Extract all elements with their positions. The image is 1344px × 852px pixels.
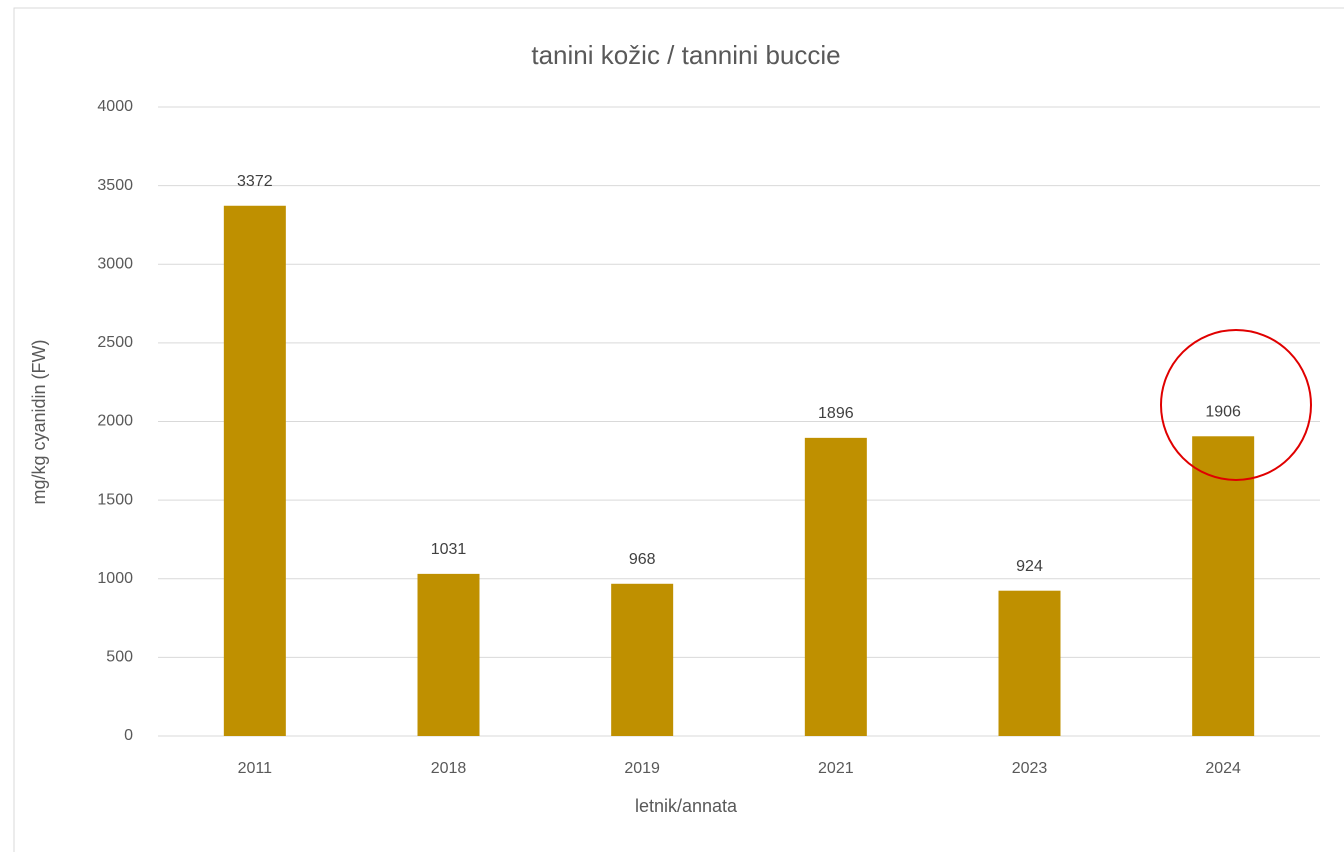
x-tick-label: 2019 [624,760,660,777]
x-axis-label: letnik/annata [635,796,738,816]
y-tick-label: 4000 [97,98,133,115]
y-tick-label: 3000 [97,255,133,272]
bar [611,583,674,736]
plot: 0 500 1000 1500 2000 2500 3000 3500 4000 2011 3372… [97,98,1320,777]
x-tick-label: 2021 [818,760,854,777]
data-label: 3372 [237,173,273,190]
y-tick-label: 2500 [97,334,133,351]
chart-frame [13,7,1344,852]
data-label: 1906 [1205,404,1241,421]
x-tick-label: 2011 [238,760,273,777]
data-label: 924 [1016,558,1043,575]
data-label: 968 [629,551,656,568]
x-tick-label: 2023 [1012,760,1048,777]
highlight-circle [1160,329,1312,481]
bar [998,590,1061,736]
bar [417,573,480,736]
y-axis-label: mg/kg cyanidin (FW) [29,339,49,504]
bar [223,205,286,737]
chart-title: tanini kožic / tannini buccie [531,40,840,70]
x-tick-label: 2018 [431,760,467,777]
y-tick-label: 1000 [97,570,133,587]
y-tick-label: 3500 [97,177,133,194]
data-label: 1896 [818,405,854,422]
y-tick-label: 0 [124,727,133,744]
y-tick-label: 2000 [97,413,133,430]
y-tick-label: 500 [106,649,133,666]
y-tick-label: 1500 [97,491,133,508]
bar [1192,436,1255,736]
bar [804,437,867,736]
x-tick-label: 2024 [1205,760,1241,777]
data-label: 1031 [431,541,467,558]
